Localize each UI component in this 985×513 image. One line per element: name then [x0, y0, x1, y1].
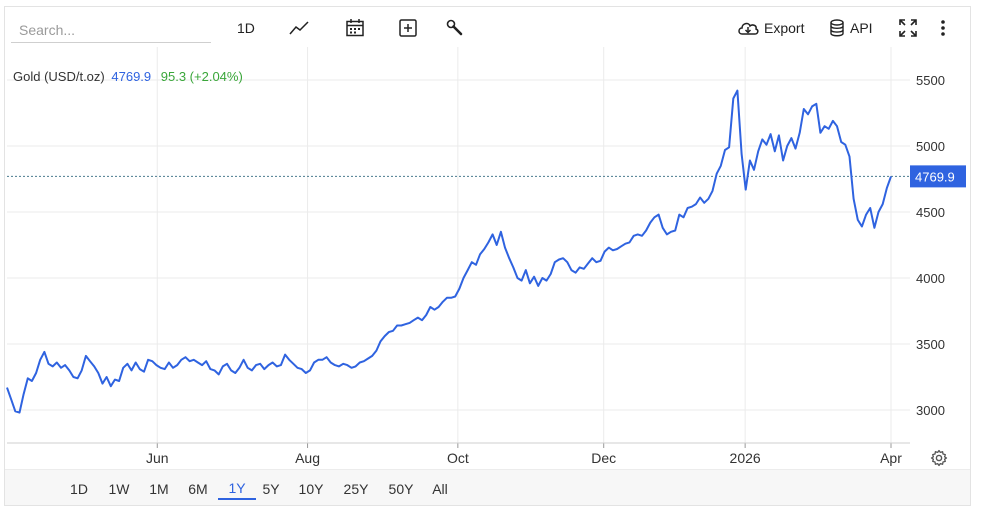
x-tick-label: 2026 [730, 450, 761, 466]
wrench-icon [446, 19, 463, 36]
more-vertical-icon [941, 20, 945, 36]
chart-widget: 1D [4, 6, 971, 506]
series-line [6, 89, 892, 414]
y-tick-label: 4500 [916, 205, 945, 220]
x-tick-label: Aug [295, 450, 320, 466]
legend: Gold (USD/t.oz) 4769.9 95.3 (+2.04%) [13, 69, 243, 84]
y-tick-label: 3500 [916, 337, 945, 352]
legend-name: Gold (USD/t.oz) [13, 69, 105, 84]
chart-type-button[interactable] [289, 15, 309, 41]
y-axis: 3000 3500 4000 4500 5000 5500 [916, 73, 945, 418]
x-tick-label: Apr [880, 450, 902, 466]
range-button-6m[interactable]: 6M [188, 481, 208, 497]
interval-label: 1D [237, 20, 255, 36]
y-tick-label: 3000 [916, 403, 945, 418]
interval-button[interactable]: 1D [237, 15, 255, 41]
cloud-download-icon [738, 22, 759, 35]
range-selector: 1D 1W 1M 6M 1Y 5Y 10Y 25Y 50Y All [5, 469, 970, 505]
toolbar: 1D [5, 7, 970, 47]
date-range-button[interactable] [345, 15, 365, 41]
x-tick-label: Dec [591, 450, 616, 466]
range-button-1y[interactable]: 1Y [218, 478, 256, 500]
last-price-label: 4769.9 [915, 169, 955, 184]
last-price-badge: 4769.9 [910, 165, 966, 188]
range-button-50y[interactable]: 50Y [388, 481, 414, 497]
range-button-1m[interactable]: 1M [149, 481, 169, 497]
fullscreen-button[interactable] [898, 15, 918, 41]
line-chart-icon [289, 21, 309, 35]
calendar-icon [346, 19, 364, 37]
fullscreen-icon [899, 19, 917, 37]
y-tick-label: 4000 [916, 271, 945, 286]
x-tick-label: Jun [146, 450, 169, 466]
search-input[interactable] [11, 17, 211, 43]
range-button-1w[interactable]: 1W [108, 481, 130, 497]
y-tick-label: 5000 [916, 139, 945, 154]
export-label: Export [764, 20, 805, 36]
legend-price: 4769.9 [111, 69, 152, 84]
database-icon [830, 19, 844, 37]
range-button-10y[interactable]: 10Y [298, 481, 324, 497]
more-button[interactable] [939, 15, 947, 41]
tools-button[interactable] [445, 15, 465, 41]
range-button-25y[interactable]: 25Y [343, 481, 369, 497]
api-label: API [850, 20, 873, 36]
add-indicator-button[interactable] [398, 15, 418, 41]
legend-change: 95.3 (+2.04%) [160, 69, 243, 84]
range-button-all[interactable]: All [432, 481, 448, 497]
chart-grid [7, 47, 910, 448]
api-button[interactable]: API [829, 15, 873, 41]
x-axis: Jun Aug Oct Dec 2026 Apr [146, 450, 902, 466]
settings-button[interactable] [930, 449, 948, 472]
export-button[interactable]: Export [737, 15, 804, 41]
gear-icon [930, 449, 948, 467]
range-button-1d[interactable]: 1D [70, 481, 88, 497]
range-button-5y[interactable]: 5Y [262, 481, 280, 497]
plus-square-icon [399, 19, 417, 37]
y-tick-label: 5500 [916, 73, 945, 88]
x-tick-label: Oct [447, 450, 469, 466]
price-chart: 3000 3500 4000 4500 5000 5500 Jun Aug Oct Dec 202… [6, 47, 966, 466]
